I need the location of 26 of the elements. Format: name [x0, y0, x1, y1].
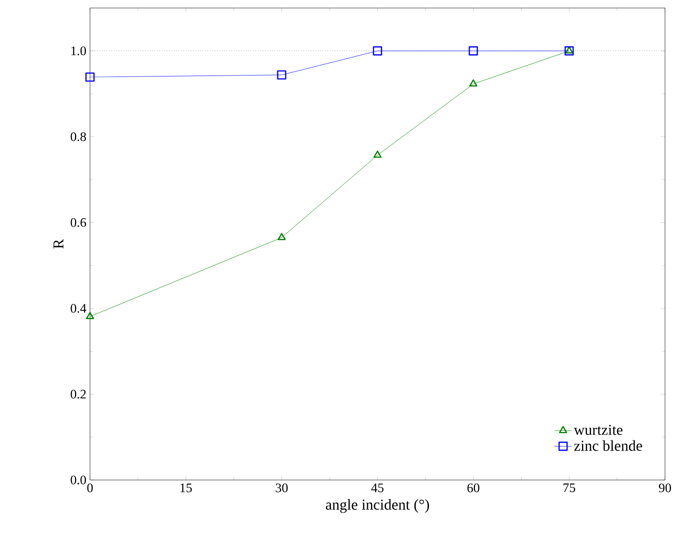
x-tick-label: 75 — [564, 484, 576, 492]
x-tick-label: 30 — [276, 484, 288, 492]
y-tick-label: 0.2 — [70, 390, 86, 399]
point — [372, 46, 382, 56]
point — [468, 46, 478, 56]
y-tick-label: 1.0 — [71, 46, 86, 56]
y-tick-label: 0.0 — [70, 476, 86, 484]
point — [86, 312, 94, 320]
legend-label: zinc blende — [574, 440, 642, 451]
y-tick-label: 0.6 — [70, 218, 86, 227]
x-tick-label: 45 — [371, 484, 384, 492]
legend-label: wurtzite — [574, 424, 622, 435]
x-tick-label: 15 — [180, 484, 192, 492]
x-tick-label: 90 — [658, 484, 672, 492]
point — [85, 72, 95, 82]
y-tick-label: 0.8 — [70, 132, 86, 142]
x-tick-label: 0 — [87, 484, 93, 492]
point — [564, 46, 574, 56]
point — [469, 79, 478, 87]
y-tick-label: 0.4 — [70, 304, 86, 313]
point — [277, 70, 286, 80]
point — [373, 150, 382, 158]
x-axis-title: angle incident (°) — [326, 499, 429, 513]
x-tick-label: 60 — [467, 484, 480, 492]
point — [278, 232, 286, 240]
y-axis-title: R — [54, 239, 64, 249]
